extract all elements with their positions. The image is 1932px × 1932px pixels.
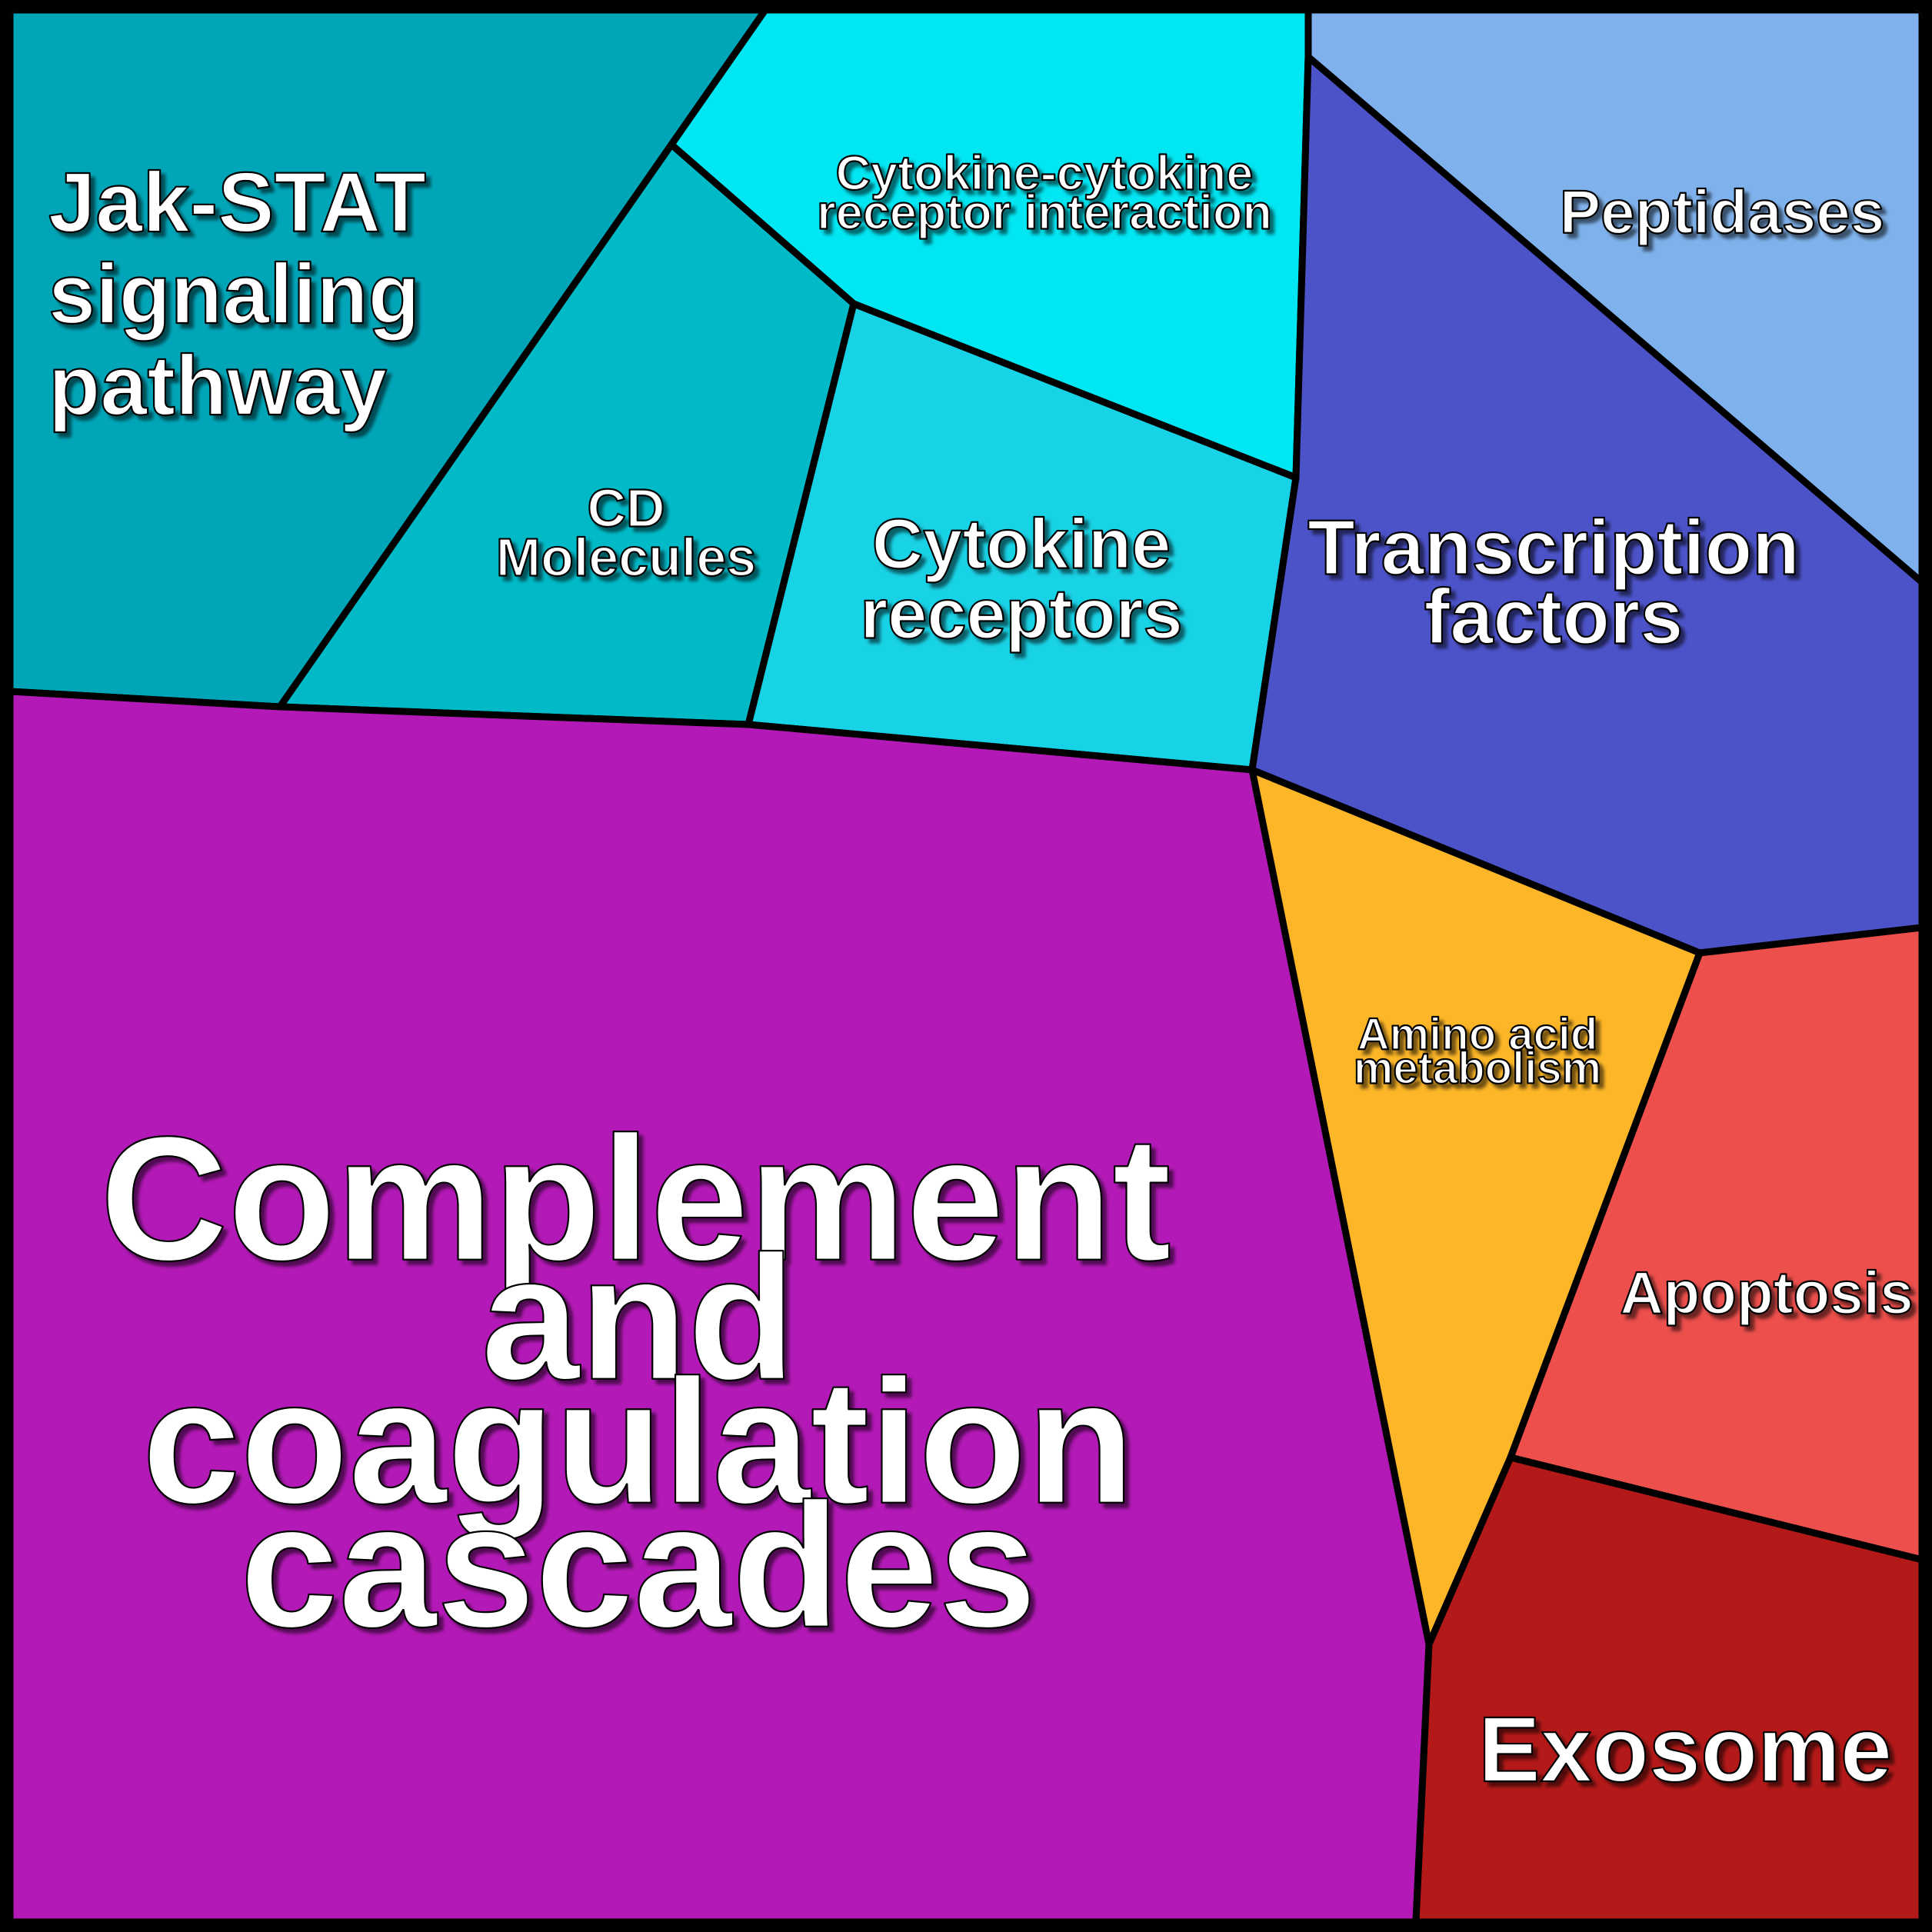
svg-text:receptor interaction: receptor interaction xyxy=(817,186,1272,240)
svg-text:Exosome: Exosome xyxy=(1478,1697,1892,1801)
svg-text:Cytokine: Cytokine xyxy=(872,505,1171,583)
svg-text:Jak-STAT: Jak-STAT xyxy=(48,155,426,250)
svg-text:pathway: pathway xyxy=(48,338,387,433)
svg-text:Apoptosis: Apoptosis xyxy=(1620,1259,1913,1327)
svg-text:Peptidases: Peptidases xyxy=(1560,178,1884,246)
svg-text:Molecules: Molecules xyxy=(496,527,756,587)
svg-text:receptors: receptors xyxy=(860,575,1182,653)
svg-text:cascades: cascades xyxy=(240,1467,1037,1664)
svg-text:metabolism: metabolism xyxy=(1354,1043,1601,1093)
svg-text:factors: factors xyxy=(1424,575,1684,661)
svg-text:signaling: signaling xyxy=(48,247,420,341)
